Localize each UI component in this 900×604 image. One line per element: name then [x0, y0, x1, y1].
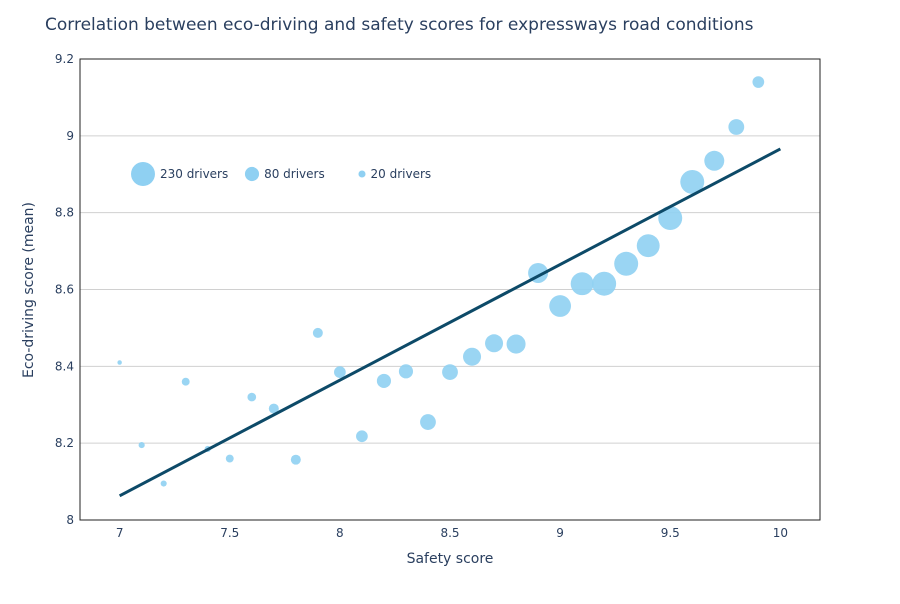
data-point — [398, 364, 414, 379]
x-tick-label: 10 — [773, 526, 788, 540]
data-point — [728, 119, 745, 135]
size-legend-marker — [131, 162, 155, 186]
x-tick-label: 9.5 — [661, 526, 680, 540]
y-axis-label: Eco-driving score (mean) — [21, 202, 37, 378]
data-point — [160, 480, 167, 487]
x-tick-label: 7 — [116, 526, 124, 540]
data-point — [614, 251, 639, 276]
x-tick-label: 9 — [556, 526, 564, 540]
data-point — [704, 150, 725, 171]
x-tick-label: 8.5 — [440, 526, 459, 540]
size-legend-label: 80 drivers — [264, 167, 325, 181]
x-tick-label: 7.5 — [220, 526, 239, 540]
x-tick-label: 8 — [336, 526, 344, 540]
y-tick-label: 9.2 — [55, 52, 74, 66]
data-point — [225, 454, 234, 463]
data-point — [356, 430, 368, 443]
y-tick-label: 8.4 — [55, 359, 74, 373]
data-point — [376, 373, 391, 388]
data-point — [442, 364, 458, 380]
y-tick-label: 9 — [66, 129, 74, 143]
size-legend-label: 20 drivers — [371, 167, 432, 181]
size-legend-label: 230 drivers — [160, 167, 228, 181]
data-point — [658, 206, 683, 231]
y-tick-label: 8.2 — [55, 436, 74, 450]
data-point — [463, 347, 482, 366]
data-point — [181, 377, 190, 386]
data-point — [247, 392, 257, 402]
data-point — [138, 442, 145, 449]
data-point — [752, 76, 765, 88]
data-point — [680, 169, 705, 194]
data-point — [549, 295, 572, 317]
y-tick-label: 8.8 — [55, 206, 74, 220]
y-tick-label: 8 — [66, 513, 74, 527]
plot-frame — [79, 58, 821, 521]
data-point — [334, 366, 346, 378]
x-axis-label: Safety score — [407, 551, 494, 567]
data-point — [312, 327, 323, 338]
size-legend-marker — [358, 170, 366, 178]
trendline — [118, 147, 782, 498]
data-point — [268, 403, 279, 414]
data-point — [117, 360, 122, 365]
data-point — [420, 414, 436, 430]
size-legend-marker — [244, 166, 260, 182]
data-point — [485, 334, 504, 353]
data-point — [570, 272, 594, 296]
chart-title: Correlation between eco-driving and safe… — [45, 15, 754, 35]
data-point — [636, 234, 660, 258]
data-point — [592, 271, 617, 296]
data-point — [506, 334, 526, 354]
y-tick-label: 8.6 — [55, 283, 74, 297]
data-point — [290, 454, 301, 465]
